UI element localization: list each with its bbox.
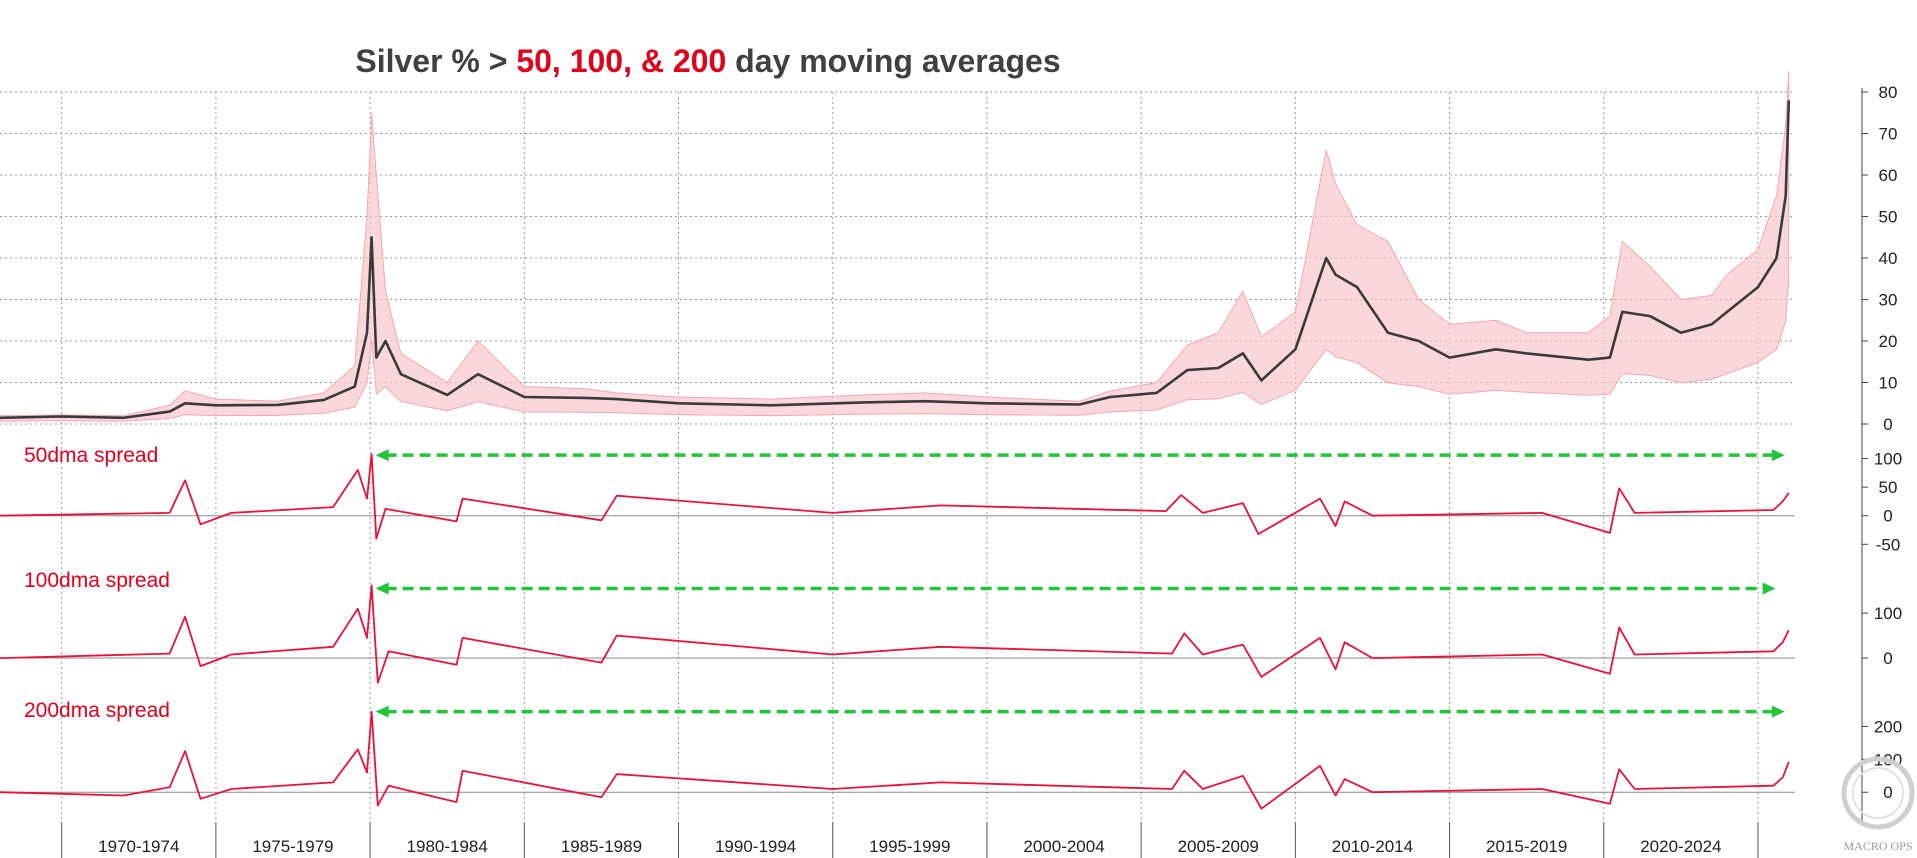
y-tick-label-spread200-2: 200 <box>1874 717 1902 736</box>
spread200-line <box>0 710 1790 810</box>
y-tick-label-price-0: 0 <box>1883 415 1892 434</box>
spread100-arrow-head-right <box>1762 582 1776 595</box>
macro-ops-logo: MACRO OPS <box>1841 756 1915 853</box>
spread100-label: 100dma spread <box>24 569 170 592</box>
label-layer: 1970-1974 1975-1979 1980-1984 1985-1989 1990… <box>24 83 1902 856</box>
spread50-arrow-head-right <box>1771 449 1785 462</box>
spread100-arrow-head-left <box>375 582 389 595</box>
y-tick-label-spread100-1: 100 <box>1874 604 1902 623</box>
y-tick-label-spread100-0: 0 <box>1883 649 1892 668</box>
title-suffix: day moving averages <box>726 43 1060 79</box>
y-tick-label-price-5: 50 <box>1879 208 1898 227</box>
x-tick-label-1: 1975-1979 <box>252 837 333 856</box>
ma-band-area <box>0 71 1790 422</box>
band-layer <box>0 71 1790 422</box>
y-tick-label-spread50-3: 100 <box>1874 450 1902 469</box>
macro-ops-logo-inner-ring <box>1852 767 1904 819</box>
y-tick-label-spread50-2: 50 <box>1879 478 1898 497</box>
spread200-label: 200dma spread <box>24 699 170 722</box>
y-tick-label-price-7: 70 <box>1879 125 1898 144</box>
title-highlight: 50, 100, & 200 <box>516 43 726 79</box>
y-tick-label-price-3: 30 <box>1879 291 1898 310</box>
watermark-text: MACRO OPS <box>1843 839 1912 853</box>
series-layer <box>0 100 1791 810</box>
x-tick-label-6: 2000-2004 <box>1023 837 1104 856</box>
spread100-line <box>0 584 1790 684</box>
macro-ops-logo-ring <box>1841 756 1915 830</box>
x-tick-label-8: 2010-2014 <box>1332 837 1413 856</box>
axis-layer <box>61 88 1868 858</box>
y-tick-label-price-6: 60 <box>1879 166 1898 185</box>
x-tick-label-5: 1995-1999 <box>869 837 950 856</box>
x-tick-label-2: 1980-1984 <box>407 837 488 856</box>
y-tick-label-price-1: 10 <box>1879 374 1898 393</box>
y-tick-label-price-8: 80 <box>1879 83 1898 102</box>
spread200-arrow-head-right <box>1771 705 1785 718</box>
spread200-arrow-head-left <box>375 705 389 718</box>
x-tick-label-10: 2020-2024 <box>1640 837 1721 856</box>
spread50-arrow-head-left <box>375 449 389 462</box>
x-tick-label-0: 1970-1974 <box>98 837 179 856</box>
title-prefix: Silver % > <box>355 43 516 79</box>
spread50-line <box>0 453 1790 540</box>
y-tick-label-price-2: 20 <box>1879 332 1898 351</box>
x-tick-label-4: 1990-1994 <box>715 837 796 856</box>
x-tick-label-7: 2005-2009 <box>1178 837 1259 856</box>
y-tick-label-spread50-1: 0 <box>1883 507 1892 526</box>
y-tick-label-spread50-0: -50 <box>1876 535 1901 554</box>
silver-price-line <box>0 100 1791 420</box>
spread50-label: 50dma spread <box>24 444 158 467</box>
x-tick-label-3: 1985-1989 <box>561 837 642 856</box>
x-tick-label-9: 2015-2019 <box>1486 837 1567 856</box>
chart-title: Silver % > 50, 100, & 200 day moving ave… <box>355 43 1060 79</box>
y-tick-label-price-4: 40 <box>1879 249 1898 268</box>
y-tick-label-spread200-0: 0 <box>1883 783 1892 802</box>
